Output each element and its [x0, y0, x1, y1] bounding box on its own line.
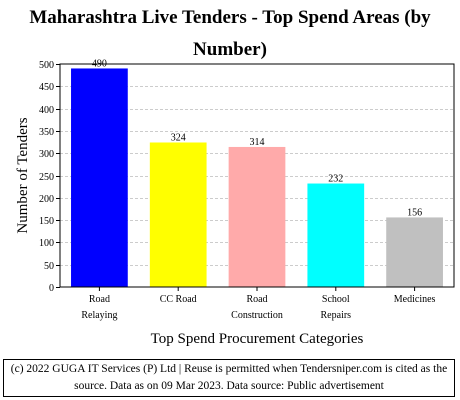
x-tick-label-line: Road [246, 294, 267, 305]
x-tick-label: Medicines [394, 294, 436, 305]
y-tick-label: 500 [39, 60, 54, 71]
x-tick-label-line: Road [89, 294, 110, 305]
bar [307, 183, 365, 287]
y-tick-label: 50 [44, 261, 54, 272]
chart-title-line-2: Number) [193, 39, 267, 60]
y-tick-label: 150 [39, 216, 54, 227]
y-tick-label: 350 [39, 127, 54, 138]
chart-title: Maharashtra Live Tenders - Top Spend Are… [0, 2, 460, 66]
x-tick-label-line: School [322, 294, 350, 305]
x-tick-label-line: CC Road [160, 294, 197, 305]
x-tick-label-line: Medicines [394, 294, 436, 305]
bar [149, 142, 207, 287]
data-label: 232 [328, 174, 343, 185]
y-tick-label: 200 [39, 194, 54, 205]
chart-title-line-1: Maharashtra Live Tenders - Top Spend Are… [29, 7, 431, 28]
footer-note: (c) 2022 GUGA IT Services (P) Ltd | Reus… [3, 359, 455, 397]
y-tick-label: 450 [39, 82, 54, 93]
axes [56, 63, 455, 291]
y-tick-labels: 0 50 100 150 200 250 300 350 400 450 500 [39, 60, 54, 294]
y-tick-label: 250 [39, 172, 54, 183]
x-tick-label: Road Construction [231, 294, 283, 321]
bar [228, 146, 286, 287]
x-tick-label-line: Repairs [321, 310, 352, 321]
y-tick-label: 400 [39, 105, 54, 116]
data-labels: 490 324 314 232 156 [92, 58, 422, 218]
data-label: 324 [171, 132, 186, 143]
y-tick-label: 100 [39, 238, 54, 249]
bar [71, 68, 128, 288]
y-tick-label: 0 [49, 283, 54, 294]
data-label: 490 [92, 58, 107, 69]
x-tick-label: School Repairs [321, 294, 352, 321]
data-label: 156 [407, 207, 422, 218]
y-axis-title: Number of Tenders [15, 117, 31, 233]
x-tick-label: Road Relaying [81, 294, 117, 321]
bar [386, 217, 443, 287]
x-tick-label-line: Construction [231, 310, 283, 321]
x-tick-label: CC Road [160, 294, 197, 305]
footer-line-1: (c) 2022 GUGA IT Services (P) Ltd | Reus… [10, 363, 448, 375]
footer-line-2: source. Data as on 09 Mar 2023. Data sou… [74, 380, 384, 392]
y-tick-label: 300 [39, 149, 54, 160]
bars [71, 68, 443, 288]
x-tick-label-line: Relaying [81, 310, 117, 321]
data-label: 314 [250, 137, 265, 148]
x-tick-labels: Road Relaying CC Road Road Construction Schoo… [81, 294, 435, 321]
x-axis-title: Top Spend Procurement Categories [150, 331, 364, 347]
